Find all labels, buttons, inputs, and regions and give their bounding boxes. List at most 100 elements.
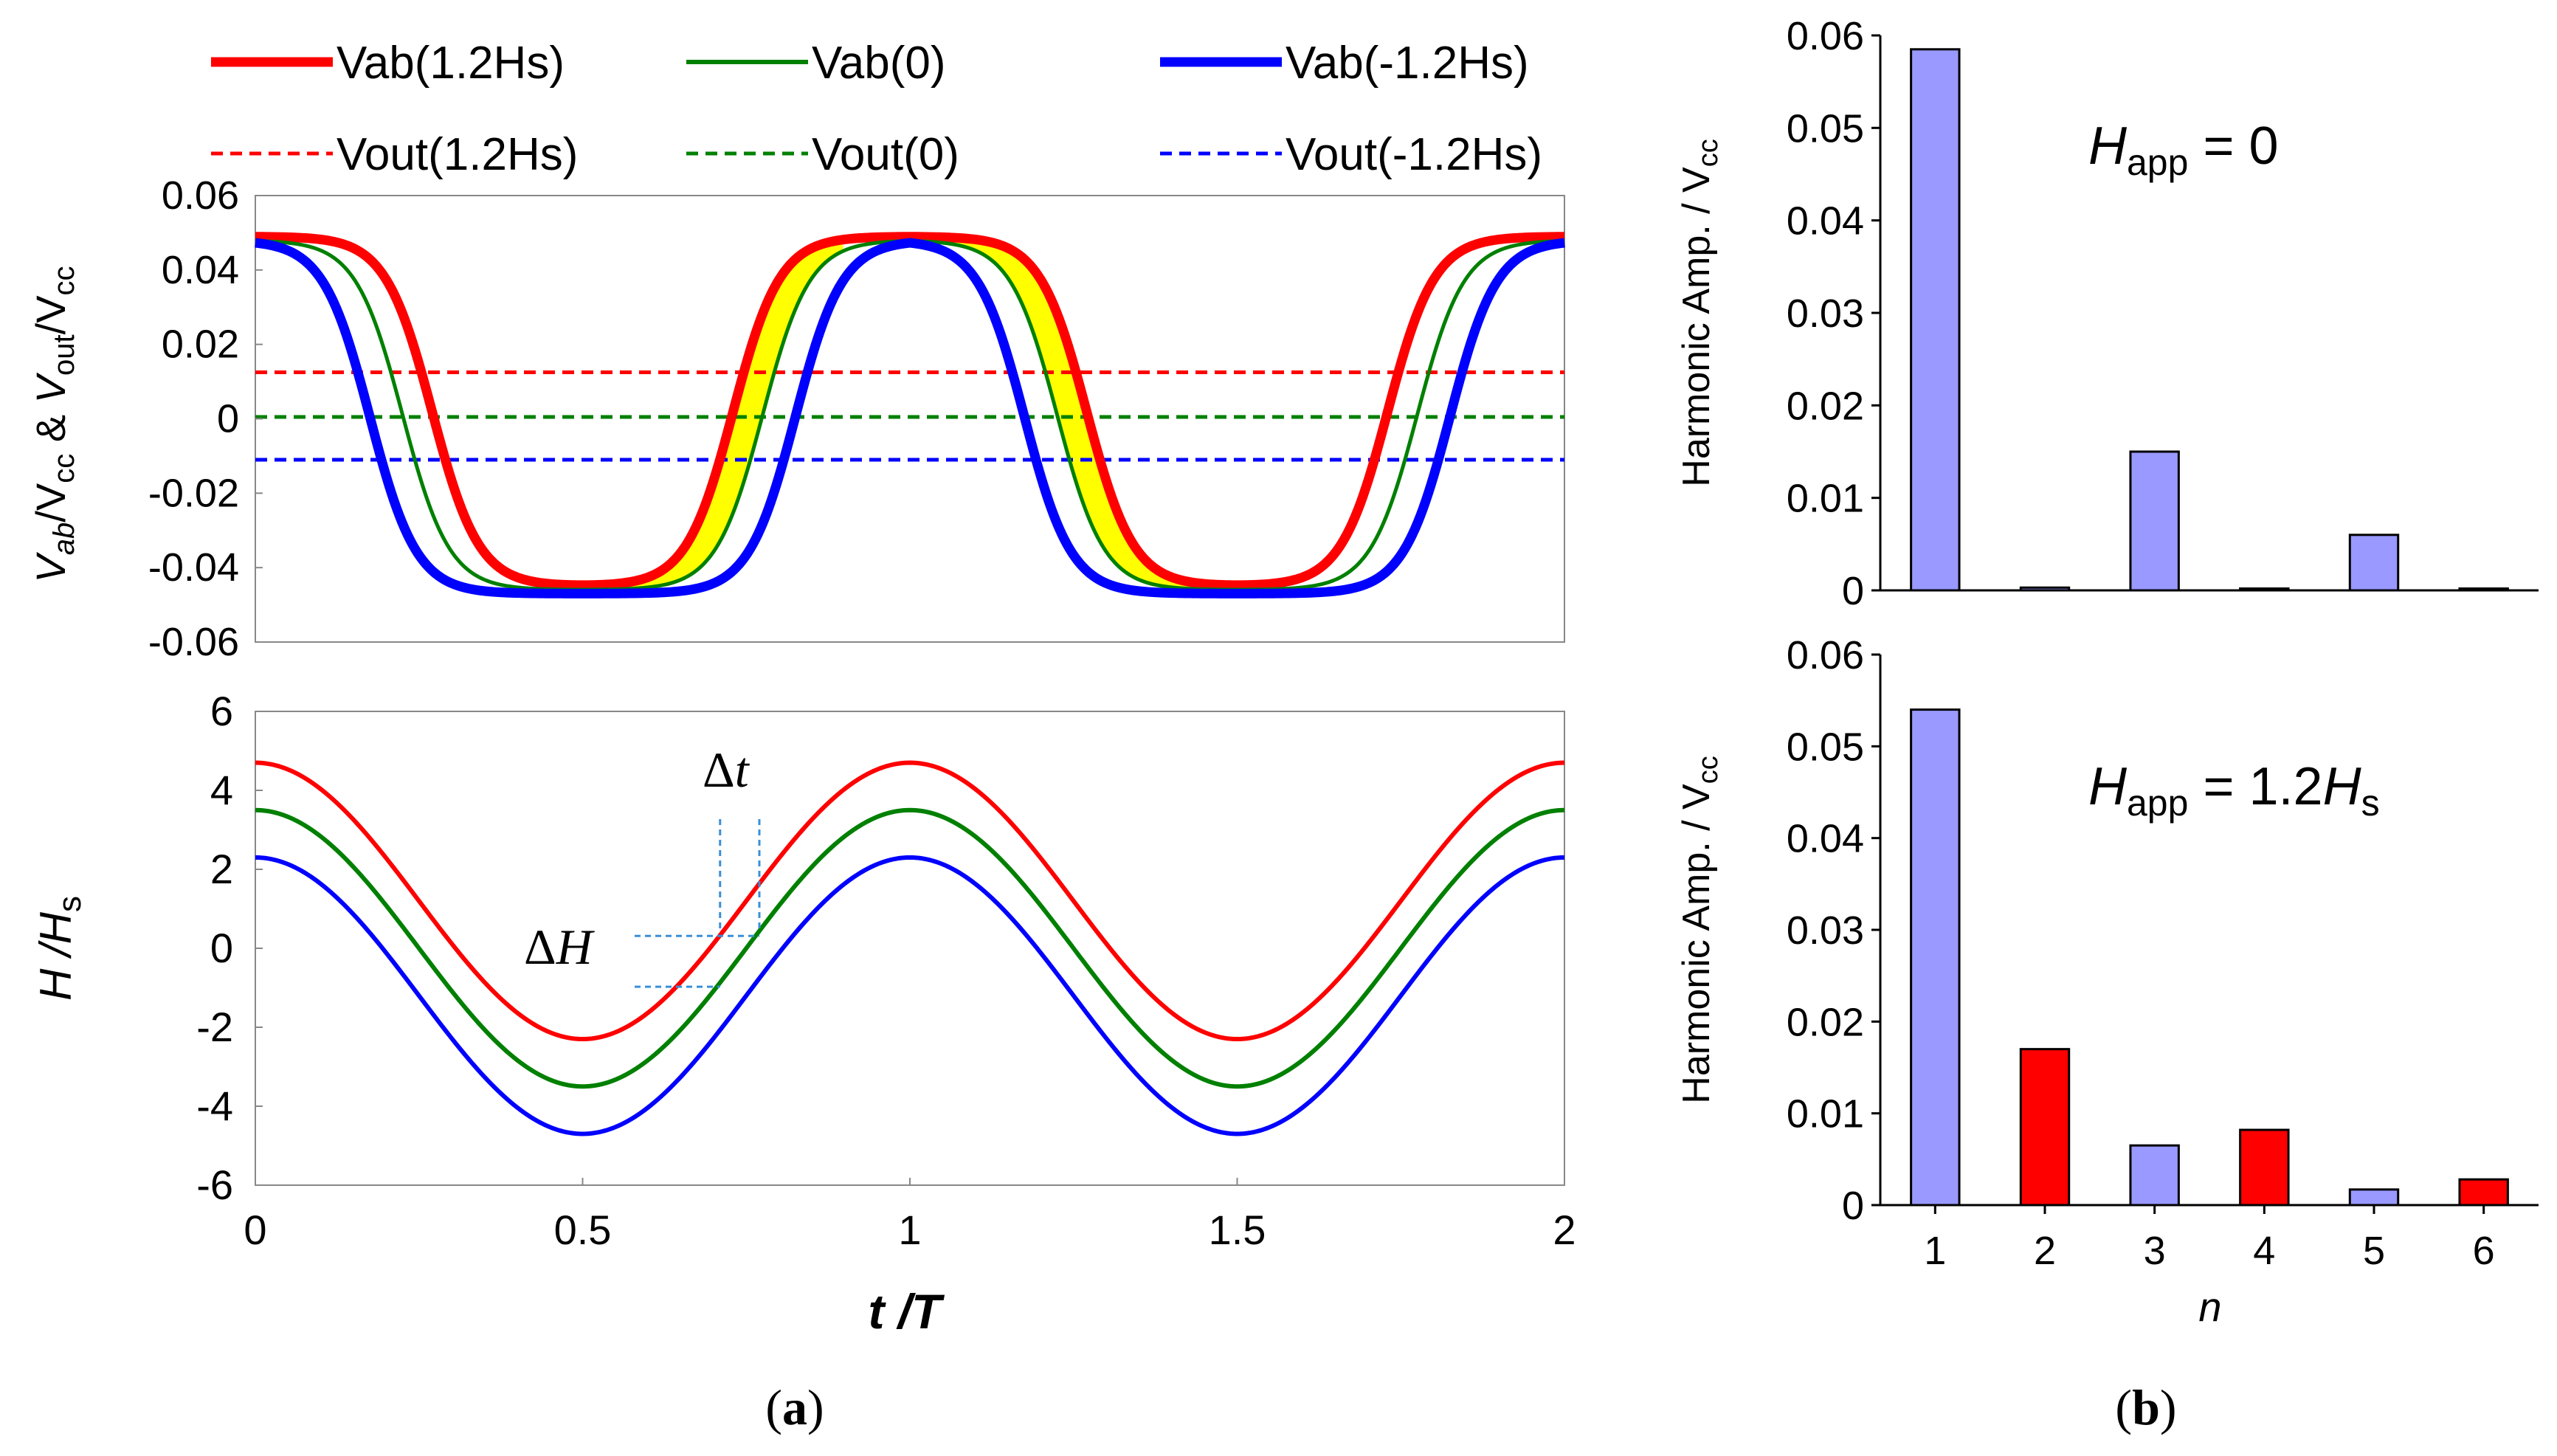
bar-n4	[2239, 1128, 2290, 1207]
y-label-part: Harmonic Amp. / V	[1675, 784, 1718, 1104]
caption-b: (b)	[2115, 1379, 2176, 1435]
caption-a-letter: a	[782, 1379, 807, 1435]
y-tick-label: -4	[196, 1083, 233, 1129]
y-tick-label: 0	[217, 397, 239, 441]
y-tick-label: 0.01	[1787, 477, 1864, 521]
y-tick-label: 0.06	[1787, 14, 1864, 58]
y-tick-label: 0.06	[162, 173, 239, 218]
x-tick-label: 2	[1553, 1207, 1576, 1253]
annot-part: app	[2127, 782, 2188, 824]
annot-part: H	[2323, 757, 2362, 816]
x-tick-label: 2	[2034, 1229, 2056, 1273]
x-tick-label: 1	[1924, 1229, 1946, 1273]
y-tick-label: -6	[196, 1162, 233, 1208]
y-tick-label: 0	[1842, 569, 1864, 613]
panel-a-top: 0.060.040.020-0.02-0.04-0.06 Vab/Vcc & V…	[27, 173, 1567, 664]
plot-frame	[255, 711, 1565, 1186]
y-label-part: V	[27, 552, 74, 583]
y-tick-label: 2	[210, 846, 233, 892]
y-tick-label: 0	[1842, 1184, 1864, 1228]
y-label-part: s	[52, 896, 88, 912]
annot-part: = 1.2	[2188, 757, 2322, 816]
annot-part: H	[2088, 757, 2128, 816]
x-tick-label: 4	[2253, 1229, 2275, 1273]
y-tick-label: 6	[210, 688, 233, 734]
y-label-part: cc	[1693, 139, 1724, 167]
annot-part: s	[2361, 782, 2380, 824]
panel-b-top: 0.06 0.05 0.04 0.03 0.02 0.01 0 Harmonic Amp. …	[1675, 14, 2539, 613]
x-axis-label-n: n	[2198, 1283, 2221, 1330]
y-axis-label-field: H /Hs	[31, 896, 88, 1001]
y-label-part: cc	[48, 454, 80, 483]
y-axis-label-harmonic: Harmonic Amp. / Vcc	[1675, 139, 1724, 486]
shaded-region	[615, 239, 843, 590]
legend: Vab(1.2Hs) Vab(0) Vab(-1.2Hs) Vout(1.2Hs) Vo…	[211, 38, 1542, 180]
series-line-Vab(-1.2Hs)	[253, 238, 1567, 598]
y-label-part: Harmonic Amp. / V	[1675, 167, 1718, 487]
x-tick-label: 1	[898, 1207, 921, 1253]
y-label-part: /V	[27, 295, 74, 335]
legend-label: Vab(0)	[812, 38, 946, 89]
y-tick-label: 0.04	[1787, 817, 1864, 861]
bar-n1	[1910, 708, 1961, 1207]
shaded-region	[942, 237, 1205, 590]
x-tick-label: 3	[2144, 1229, 2166, 1273]
delta-var: H	[556, 919, 596, 975]
legend-label: Vab(-1.2Hs)	[1286, 38, 1529, 89]
y-tick-label: 0	[210, 925, 233, 971]
delta-var: t	[735, 742, 750, 798]
y-tick-label: 0.04	[1787, 199, 1864, 244]
y-tick-label: 0.02	[162, 322, 239, 367]
bar-n6	[2458, 1178, 2509, 1207]
x-tick-label: 0.5	[554, 1207, 612, 1253]
y-tick-label: 0.02	[1787, 384, 1864, 428]
x-axis-label-time: t /T	[869, 1284, 945, 1339]
x-tick-label: 5	[2363, 1229, 2385, 1273]
delta-h-label: ΔH	[524, 919, 596, 975]
sinusoid-line	[255, 760, 1565, 1042]
y-tick-label: 0.02	[1787, 1000, 1864, 1044]
y-label-part: out	[48, 334, 80, 376]
y-tick-label: 0.05	[1787, 106, 1864, 151]
y-label-part: &	[27, 403, 74, 453]
bar-n5	[2348, 1188, 2400, 1207]
caption-a: (a)	[765, 1379, 824, 1435]
annot-part: app	[2127, 142, 2188, 183]
y-tick-label: 0.05	[1787, 725, 1864, 769]
y-tick-label: -0.04	[148, 545, 239, 590]
annot-part: = 0	[2188, 117, 2278, 176]
legend-label: Vout(-1.2Hs)	[1286, 129, 1542, 180]
y-tick-label: -0.02	[148, 471, 239, 515]
bar-n5	[2348, 534, 2400, 592]
x-tick-label: 1.5	[1209, 1207, 1266, 1253]
happ-annotation: Happ = 0	[2088, 117, 2279, 183]
y-label-part: cc	[48, 266, 80, 295]
x-tick-label: 0	[244, 1207, 266, 1253]
bar-n3	[2129, 450, 2180, 592]
plot-frame	[255, 195, 1565, 643]
delta-symbol: Δ	[703, 742, 735, 798]
y-tick-label: 0.03	[1787, 908, 1864, 953]
y-label-part: V	[27, 372, 74, 403]
y-axis-label-voltage: Vab/Vcc & Vout/Vcc	[27, 266, 80, 582]
bar-n1	[1910, 48, 1961, 592]
x-tick-label: 6	[2473, 1229, 2495, 1273]
happ-annotation: Happ = 1.2Hs	[2088, 757, 2380, 824]
delta-symbol: Δ	[524, 919, 556, 975]
delta-t-label: Δt	[703, 742, 750, 798]
y-label-part: ab	[48, 522, 80, 556]
y-tick-label: 0.01	[1787, 1092, 1864, 1136]
legend-label: Vout(0)	[812, 129, 959, 180]
y-tick-label: 0.03	[1787, 291, 1864, 336]
bar-n3	[2129, 1144, 2180, 1207]
y-tick-label: -2	[196, 1004, 233, 1050]
caption-b-letter: b	[2132, 1379, 2160, 1435]
panel-b-bottom: 0.06 0.05 0.04 0.03 0.02 0.01 0 1 2 3 4 5 6 Harmoni…	[1675, 633, 2539, 1330]
y-label-part: cc	[1693, 756, 1724, 784]
y-axis-label-harmonic: Harmonic Amp. / Vcc	[1675, 756, 1724, 1103]
legend-label: Vab(1.2Hs)	[337, 38, 565, 89]
annot-part: H	[2088, 117, 2128, 176]
